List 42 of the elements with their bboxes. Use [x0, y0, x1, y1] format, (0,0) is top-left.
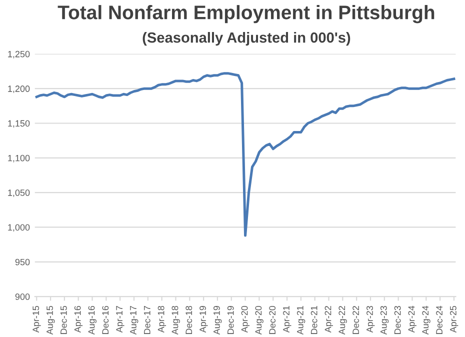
x-tick-label: Apr-19 — [200, 306, 208, 333]
x-tick-label: Aug-22 — [338, 306, 347, 335]
x-tick-label: Aug-20 — [255, 306, 264, 335]
x-tick-label: Aug-18 — [172, 306, 180, 335]
x-tick-label: Apr-21 — [283, 306, 292, 333]
x-tick-label: Aug-19 — [213, 306, 222, 335]
x-tick-label: Apr-20 — [241, 306, 250, 333]
x-tick-label: Dec-15 — [60, 306, 67, 334]
chart-subtitle: (Seasonally Adjusted in 000's) — [142, 32, 350, 46]
y-tick-label: 1,150 — [8, 120, 30, 128]
x-tick-label: Dec-17 — [144, 306, 150, 334]
x-tick-label: Aug-21 — [296, 306, 306, 335]
x-tick-label: Aug-17 — [130, 306, 138, 335]
x-tick-label: Dec-24 — [436, 306, 442, 334]
x-tick-label: Apr-16 — [74, 306, 83, 333]
x-tick-label: Aug-24 — [422, 306, 430, 335]
x-tick-label: Dec-20 — [269, 306, 276, 334]
chart-title: Total Nonfarm Employment in Pittsburgh — [58, 5, 434, 24]
x-tick-label: Apr-17 — [116, 306, 124, 333]
y-tick-label: 1,000 — [8, 224, 30, 232]
x-tick-label: Apr-18 — [158, 306, 166, 333]
line-series — [35, 72, 456, 237]
x-tick-label: Apr-15 — [32, 306, 41, 333]
y-tick-label: 1,100 — [8, 154, 30, 162]
y-tick-label: 1,200 — [8, 86, 30, 94]
x-tick-label: Apr-23 — [366, 306, 375, 333]
x-tick-label: Dec-18 — [186, 306, 192, 334]
y-tick-label: 1,250 — [8, 50, 30, 58]
x-tick-label: Aug-16 — [88, 306, 96, 335]
x-tick-label: Aug-15 — [46, 306, 55, 335]
y-tick-label: 1,050 — [8, 190, 30, 197]
y-tick-label: 900 — [15, 294, 30, 300]
x-tick-label: Aug-23 — [380, 306, 389, 335]
x-tick-label: Apr-25 — [450, 306, 458, 333]
x-tick-label: Dec-19 — [227, 306, 234, 334]
x-tick-label: Dec-21 — [310, 306, 318, 334]
x-tick-label: Apr-24 — [408, 306, 416, 333]
x-tick-label: Apr-22 — [324, 306, 333, 333]
y-tick-label: 950 — [15, 258, 30, 266]
x-tick-label: Dec-23 — [394, 306, 401, 334]
x-tick-label: Dec-16 — [102, 306, 109, 334]
x-tick-label: Dec-22 — [352, 306, 360, 334]
